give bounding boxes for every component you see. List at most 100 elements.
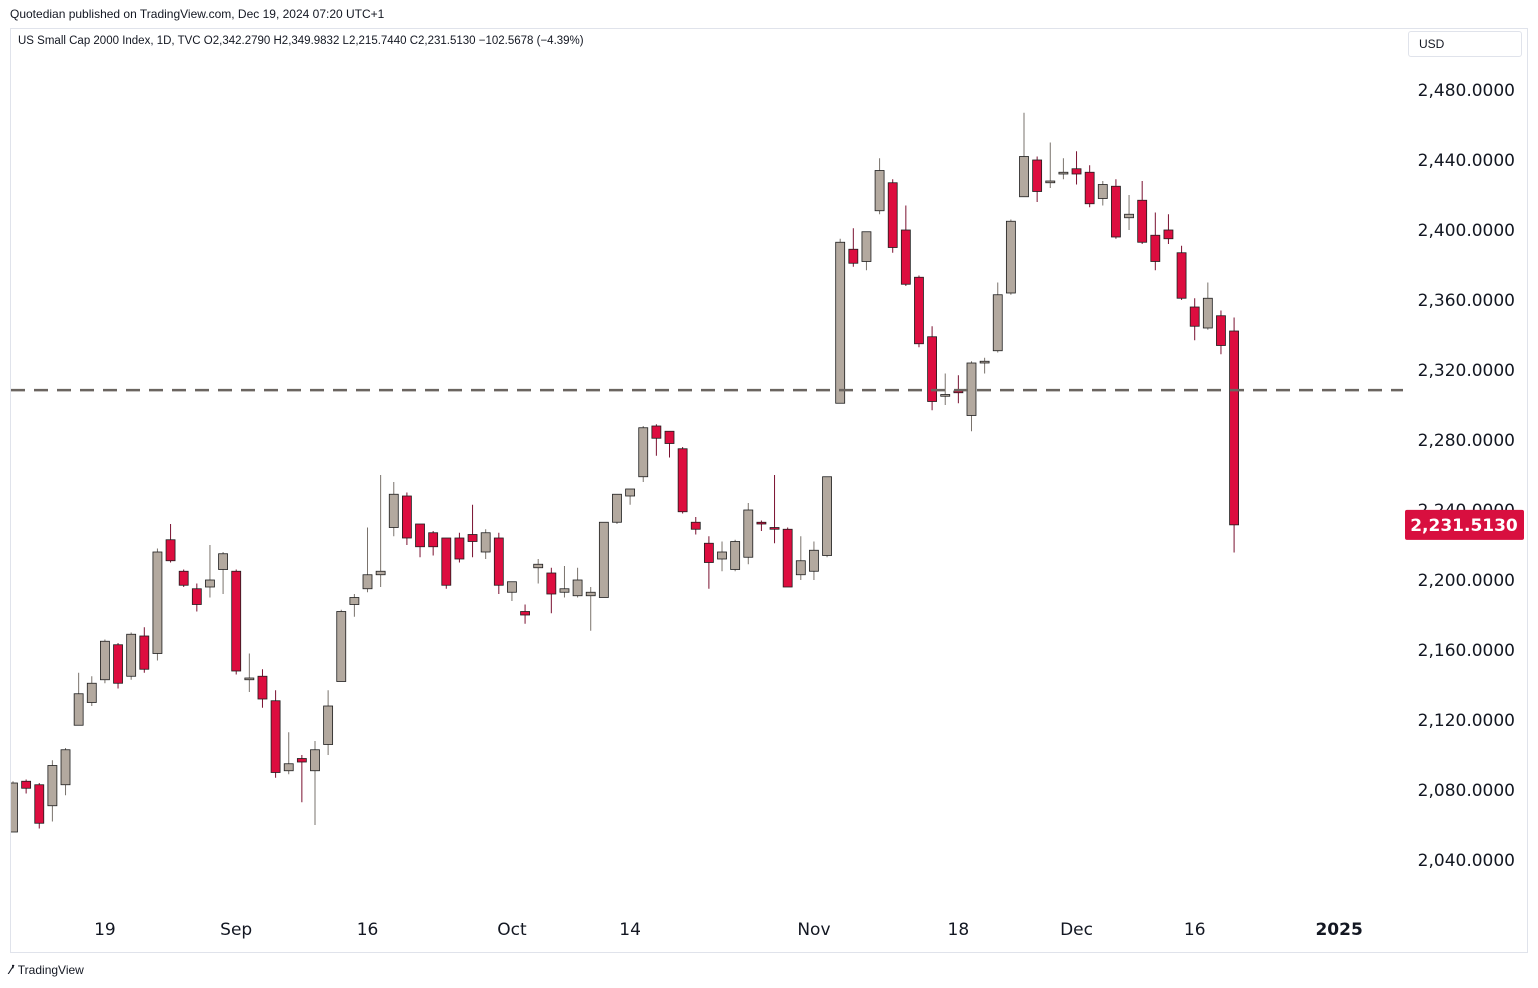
candle-body [730,541,741,570]
candle-body [310,749,320,772]
candle-body [795,560,806,576]
candle [743,503,754,565]
currency-selector[interactable]: USD [1408,31,1522,57]
candle-body [664,430,675,444]
candle [257,669,268,708]
candle-body [467,534,478,542]
x-tick-label: 16 [357,920,379,940]
candle-body [1097,184,1108,199]
candle-body [900,229,911,285]
candle-body [1137,199,1148,243]
candle [310,741,320,825]
footer-brand-label: TradingView [17,962,84,977]
candle [415,523,425,558]
candles-layer [11,112,1239,833]
candle-body [546,572,557,595]
candle [1124,195,1134,230]
candle [690,517,701,535]
candle-body [257,675,268,700]
x-tick-label: 18 [948,920,970,940]
candle-body [822,476,832,556]
candle [782,527,793,588]
candle [1058,158,1069,180]
footer-brand[interactable]: ⁄ʼ TradingView [10,962,84,977]
candle [1045,142,1056,188]
candle-body [782,528,793,588]
candle [1032,156,1043,202]
candle [756,520,767,531]
time-axis[interactable]: 19 Sep 16 Oct 14 Nov 18 Dec 16 2025 [94,920,1363,940]
candle-body [690,521,701,530]
candle [349,594,360,617]
candle [625,488,636,505]
y-tick-label: 2,280.0000 [1418,431,1515,451]
candle [244,653,255,692]
candle [927,326,937,411]
candle [86,676,97,706]
candle-body [1176,252,1187,299]
candle-body [401,495,412,539]
candle-body [1124,213,1134,219]
candle-body [73,693,84,726]
candle [493,532,504,594]
candle-body [362,574,373,590]
candle [887,179,898,253]
candle-body [1032,159,1043,192]
candle-body [1111,185,1121,238]
candle-body [480,532,491,553]
candle [533,559,544,584]
candle [809,541,819,580]
candle-body [34,784,45,824]
candle-body [323,705,334,745]
x-tick-label: Nov [797,920,830,940]
candle-body [11,782,18,833]
x-tick-label: Dec [1060,920,1093,940]
candle-body [533,563,544,569]
candle-body [887,182,898,248]
candle-body [1045,180,1056,184]
candle [598,521,609,598]
price-axis[interactable]: 2,040.0000 2,080.0000 2,120.0000 2,160.0000… [1418,81,1515,871]
candle [152,548,163,661]
candle-body [572,579,583,597]
candle [1005,219,1016,295]
candle-body [191,588,202,605]
candle [835,238,846,404]
candle-body [178,570,189,586]
candle [717,541,727,572]
candle [559,566,570,598]
candle-body [809,549,819,572]
chart-frame [10,28,1528,953]
y-tick-label: 2,120.0000 [1418,711,1515,731]
candle-body [231,570,242,672]
y-tick-label: 2,480.0000 [1418,81,1515,101]
candle [900,205,911,286]
candle [861,231,872,271]
candle [507,581,517,601]
candle [231,569,242,675]
candle [546,567,557,614]
candle-body [415,523,425,548]
candle-body [677,448,688,513]
candle-body [927,336,937,402]
candle-body [585,591,596,597]
symbol-legend[interactable]: US Small Cap 2000 Index, 1D, TVC O2,342.… [18,35,584,47]
candle [664,430,675,458]
candle-body [1202,297,1213,329]
candle-body [21,780,32,789]
candle-body [60,749,71,786]
x-tick-label: Oct [497,920,527,940]
candle [638,426,649,482]
candle-body [1150,234,1161,262]
candle [34,783,45,829]
candle [1137,181,1148,244]
candle [940,373,951,405]
candle [1202,282,1213,330]
candle [795,536,806,580]
candle-body [1019,156,1029,198]
y-tick-label: 2,440.0000 [1418,151,1515,171]
x-tick-label: 19 [94,920,116,940]
candle-body [1058,171,1069,175]
candle [336,609,347,682]
